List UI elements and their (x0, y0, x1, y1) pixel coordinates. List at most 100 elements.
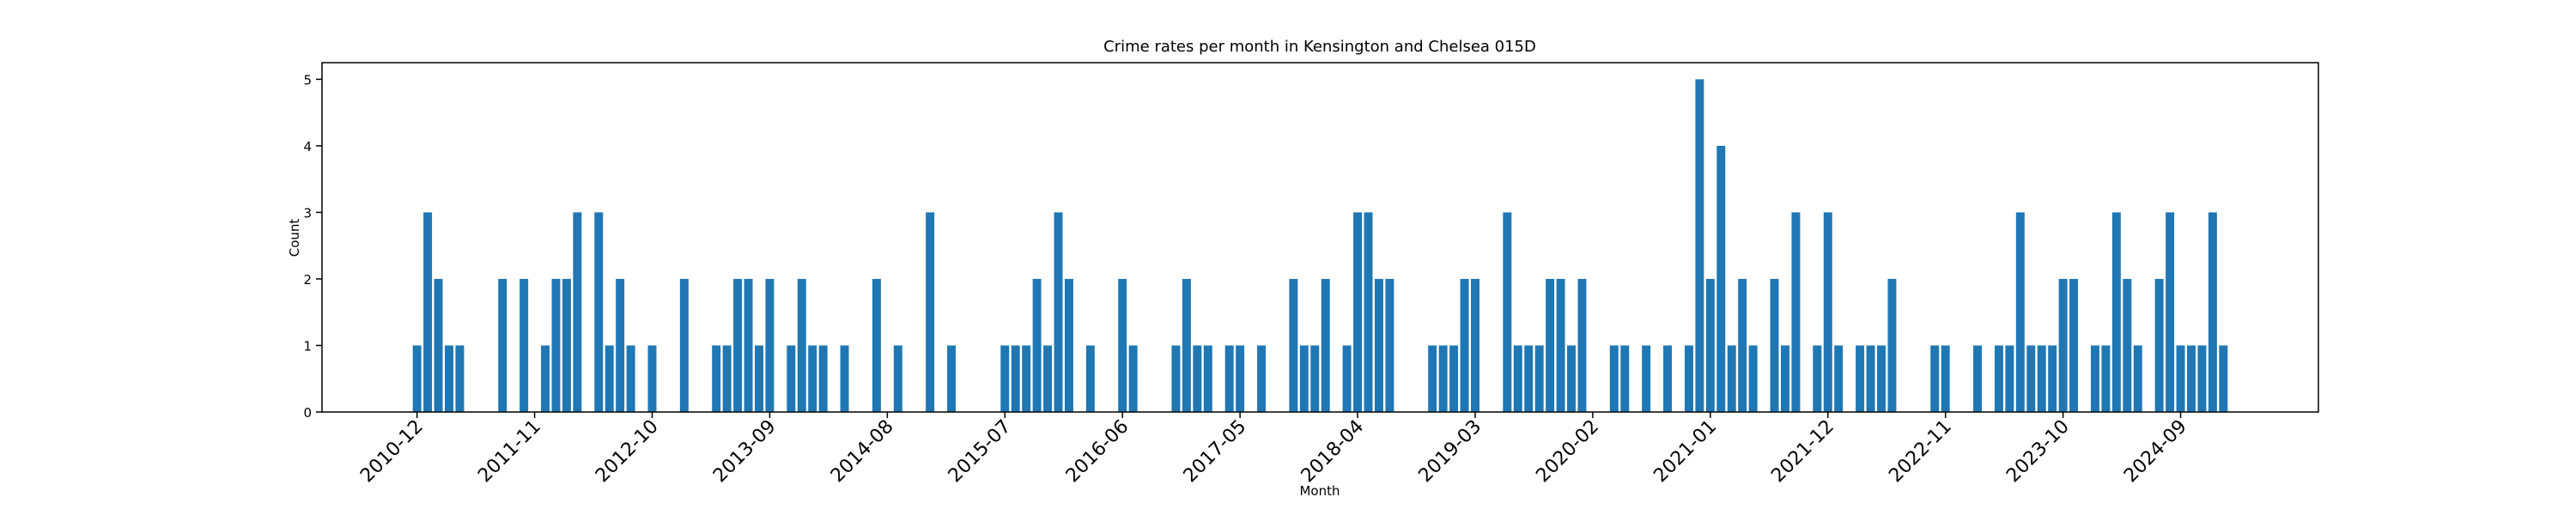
bar (1064, 278, 1073, 412)
bar (1043, 345, 1053, 412)
bar (1471, 278, 1479, 412)
bar (1449, 345, 1459, 412)
bar (1941, 345, 1950, 412)
y-tick-label: 3 (303, 205, 312, 221)
bar (1620, 345, 1630, 412)
bar (1856, 345, 1865, 412)
bar (818, 345, 828, 412)
bar (2037, 345, 2046, 412)
bar (1236, 345, 1245, 412)
bar (926, 212, 935, 412)
bar (647, 345, 657, 412)
bar (2166, 212, 2175, 412)
y-tick-label: 4 (303, 139, 312, 154)
bar (1054, 212, 1063, 412)
y-tick-label: 0 (303, 405, 312, 421)
bar (2101, 345, 2111, 412)
bar (1364, 212, 1373, 412)
bar (2123, 278, 2132, 412)
bar (1503, 212, 1512, 412)
bar (605, 345, 614, 412)
plot-frame (321, 62, 2319, 413)
bar (1877, 345, 1886, 412)
bar (1994, 345, 2003, 412)
bar (893, 345, 902, 412)
bar (498, 278, 507, 412)
bar (594, 212, 604, 412)
bar (455, 345, 465, 412)
bar (1727, 345, 1736, 412)
bar (423, 212, 433, 412)
bar (2090, 345, 2099, 412)
bar (1000, 345, 1010, 412)
bar (2176, 345, 2185, 412)
bar (1823, 212, 1832, 412)
bar (1289, 278, 1298, 412)
bar (1781, 345, 1789, 412)
bar (1310, 345, 1320, 412)
bar (1257, 345, 1267, 412)
bar (551, 278, 561, 412)
bar (626, 345, 635, 412)
bar (2219, 345, 2228, 412)
y-tick-label: 1 (303, 338, 312, 354)
bar (1011, 345, 1020, 412)
bar (1684, 345, 1693, 412)
bar (541, 345, 550, 412)
chart-title: Crime rates per month in Kensington and … (1103, 38, 1536, 56)
bar (1738, 278, 1747, 412)
bar (808, 345, 817, 412)
bar (1791, 212, 1801, 412)
bar (1460, 278, 1469, 412)
bar (1930, 345, 1940, 412)
bar (765, 278, 775, 412)
bar (1695, 79, 1704, 412)
bar (1182, 278, 1191, 412)
bar (2058, 278, 2068, 412)
bar (2015, 212, 2025, 412)
bar (1374, 278, 1383, 412)
bar (1203, 345, 1212, 412)
bar (2154, 278, 2164, 412)
bar (1866, 345, 1875, 412)
bar (744, 278, 753, 412)
bar (1887, 278, 1897, 412)
bar (2111, 212, 2121, 412)
bar (1032, 278, 1042, 412)
bar (1663, 345, 1673, 412)
bar (1813, 345, 1822, 412)
x-axis-label: Month (1299, 483, 1340, 499)
bar (722, 345, 732, 412)
bar (1973, 345, 1983, 412)
bar (872, 278, 881, 412)
bar (1171, 345, 1181, 412)
bar (1224, 345, 1234, 412)
bar (755, 345, 763, 412)
bar (1428, 345, 1437, 412)
bar (445, 345, 453, 412)
bar (947, 345, 957, 412)
bar (1556, 278, 1565, 412)
bar (1385, 278, 1394, 412)
bar (1642, 345, 1651, 412)
bar (2133, 345, 2142, 412)
bar (1353, 212, 1363, 412)
bar (1022, 345, 1031, 412)
bar (1321, 278, 1330, 412)
bar (2197, 345, 2207, 412)
bar (840, 345, 849, 412)
bar (2005, 345, 2014, 412)
bar (1546, 278, 1555, 412)
bar (712, 345, 721, 412)
bar (1609, 345, 1619, 412)
bar (1513, 345, 1522, 412)
y-axis-label: Count (287, 219, 302, 258)
bar (1834, 345, 1844, 412)
bar (1085, 345, 1095, 412)
bar (679, 278, 689, 412)
bar (1193, 345, 1202, 412)
bar (2026, 345, 2036, 412)
bar (1577, 278, 1587, 412)
